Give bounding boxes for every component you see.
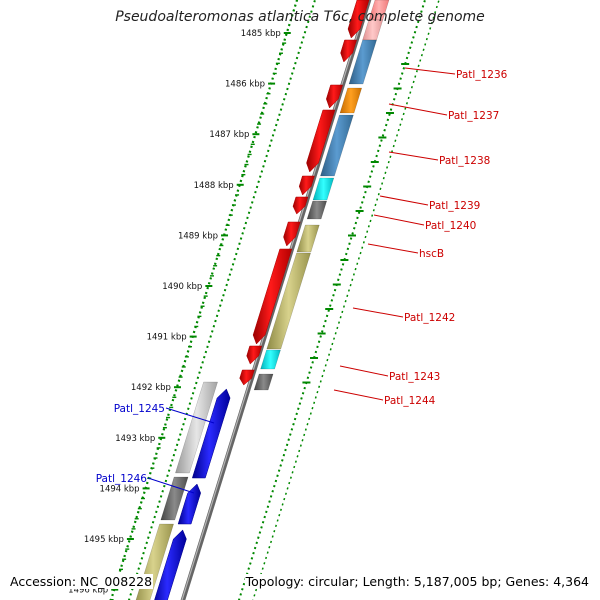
tick-label: 1492 kbp	[131, 383, 171, 393]
tick-label: 1486 kbp	[225, 80, 265, 90]
tick-6: 1490 kbp	[162, 282, 213, 328]
gene-label-Patl_1242: Patl_1242	[404, 312, 455, 324]
forward-cds-arrow	[246, 345, 263, 365]
leader-line	[339, 365, 389, 377]
tick-label: 1487 kbp	[209, 130, 249, 140]
tick-label: 1494 kbp	[100, 484, 140, 494]
leader-line	[147, 477, 195, 494]
function-box	[312, 177, 335, 201]
leader-line	[373, 214, 425, 226]
function-box	[160, 476, 189, 521]
gene-label-hscB: hscB	[419, 248, 444, 260]
map-title: Pseudoalteromonas atlantica T6c, complet…	[115, 9, 485, 25]
tick-8: 1492 kbp	[131, 383, 181, 429]
topology-text: Topology: circular; Length: 5,187,005 bp…	[244, 574, 590, 589]
forward-cds-arrow	[283, 221, 301, 247]
leader-line	[352, 307, 404, 318]
gene-label-Patl_1239: Patl_1239	[429, 200, 480, 212]
forward-cds-arrow	[340, 39, 357, 63]
tick-5: 1489 kbp	[178, 231, 229, 277]
gene-label-Patl_1245: Patl_1245	[114, 403, 165, 415]
forward-cds-arrow	[292, 196, 309, 215]
function-box	[348, 39, 377, 85]
tick-label: 1496 kbp	[68, 586, 108, 596]
function-box	[175, 381, 218, 474]
tick-7: 1491 kbp	[147, 333, 197, 378]
function-box	[296, 224, 320, 253]
reverse-cds-arrow	[191, 388, 231, 479]
leader-line	[404, 67, 456, 75]
tick-3: 1487 kbp	[209, 130, 260, 176]
gene-label-Patl_1244: Patl_1244	[384, 395, 436, 407]
dotted-ring-3	[237, 0, 427, 600]
leader-line	[333, 389, 384, 401]
gene-label-Patl_1246: Patl_1246	[96, 473, 148, 485]
gene-label-Patl_1240: Patl_1240	[425, 220, 476, 232]
tick-label: 1491 kbp	[147, 333, 187, 343]
forward-cds-arrow	[347, 0, 370, 39]
forward-cds-arrow	[326, 84, 343, 109]
tick-label: 1488 kbp	[194, 181, 234, 191]
tick-11: 1495 kbp	[84, 535, 134, 581]
leader-line	[388, 103, 448, 116]
reverse-cds-arrow	[154, 529, 187, 600]
leader-line	[367, 243, 419, 254]
leader-line	[388, 151, 439, 161]
leader-lines	[147, 67, 456, 494]
gene-labels: Patl_1236 Patl_1237 Patl_1238 Patl_1239 Patl…	[96, 69, 508, 485]
function-box	[260, 349, 281, 370]
forward-cds-arrow	[298, 175, 315, 196]
scale-ticks: 1485 kbp 1486 kbp 1487 kbp 1488 kbp 1489 kbp…	[68, 29, 410, 600]
function-box	[253, 373, 274, 391]
tick-label: 1495 kbp	[84, 535, 124, 545]
forward-cds-arrow	[306, 109, 336, 173]
leader-line	[379, 195, 429, 206]
function-box	[266, 252, 311, 350]
tick-4: 1488 kbp	[194, 181, 244, 226]
accession-text: Accession: NC_008228	[9, 574, 154, 589]
tick-10: 1494 kbp	[100, 484, 150, 530]
gene-label-Patl_1243: Patl_1243	[389, 371, 440, 383]
tick-label: 1493 kbp	[115, 434, 155, 444]
feature-layer	[135, 0, 390, 600]
tick-label: 1489 kbp	[178, 231, 218, 241]
leader-line	[165, 407, 215, 424]
gene-label-Patl_1238: Patl_1238	[439, 155, 490, 167]
tick-label: 1490 kbp	[162, 282, 202, 292]
gene-label-Patl_1236: Patl_1236	[456, 69, 508, 81]
gene-label-Patl_1237: Patl_1237	[448, 110, 499, 122]
forward-cds-arrow	[252, 248, 293, 345]
dotted-ring-4	[252, 0, 440, 600]
tick-2: 1486 kbp	[225, 80, 276, 125]
tick-1: 1485 kbp	[241, 29, 291, 75]
dotted-ring-2	[127, 0, 317, 600]
tick-9: 1493 kbp	[115, 434, 166, 479]
function-box	[339, 87, 363, 114]
function-box	[306, 200, 328, 220]
tick-label: 1485 kbp	[241, 29, 281, 39]
function-box	[320, 114, 354, 177]
forward-cds-arrow	[239, 369, 255, 386]
